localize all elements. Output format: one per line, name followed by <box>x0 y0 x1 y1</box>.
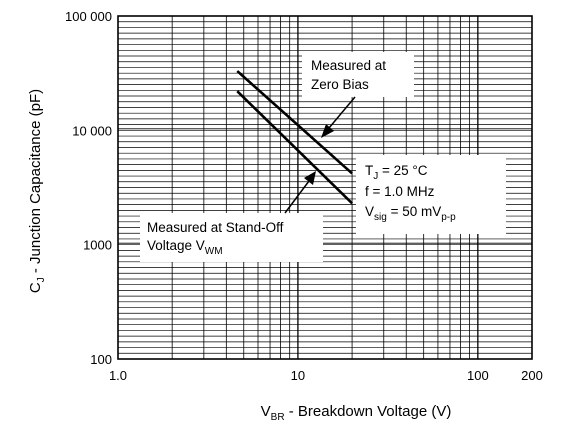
standoff-label-line2: Voltage VWM <box>147 238 223 257</box>
y-tick-label: 100 <box>90 352 112 367</box>
zero-bias-label-bg <box>302 52 414 97</box>
y-tick-label: 100 000 <box>65 9 112 24</box>
y-tick-label: 10 000 <box>72 123 112 138</box>
y-tick-label: 1000 <box>83 238 112 253</box>
zero-bias-arrow <box>321 96 356 138</box>
condition-vsig: Vsig = 50 mVp-p <box>365 204 456 223</box>
x-tick-label: 200 <box>521 368 543 383</box>
zero-bias-label-line2: Zero Bias <box>311 77 369 92</box>
x-tick-label: 1.0 <box>109 368 127 383</box>
standoff-label-bg <box>140 213 323 262</box>
x-tick-label: 10 <box>291 368 305 383</box>
series-line-standoff <box>236 90 353 205</box>
plot-frame <box>117 15 533 360</box>
y-axis-label: CJ - Junction Capacitance (pF) <box>27 89 47 293</box>
series-line-zero-bias <box>236 70 353 175</box>
standoff-arrow <box>284 171 316 214</box>
tick-labels: 1.0 10 100 200 100 1000 10 000 100 000 <box>65 9 543 383</box>
series-lines <box>236 70 353 205</box>
standoff-label: Measured at Stand-Off <box>147 220 284 235</box>
x-tick-label: 100 <box>467 368 489 383</box>
condition-frequency: f = 1.0 MHz <box>365 184 435 199</box>
zero-bias-label: Measured at <box>311 58 386 73</box>
condition-tj: TJ = 25 °C <box>365 163 428 182</box>
conditions-label-bg <box>356 155 506 234</box>
x-axis-label: VBR - Breakdown Voltage (V) <box>261 403 452 423</box>
